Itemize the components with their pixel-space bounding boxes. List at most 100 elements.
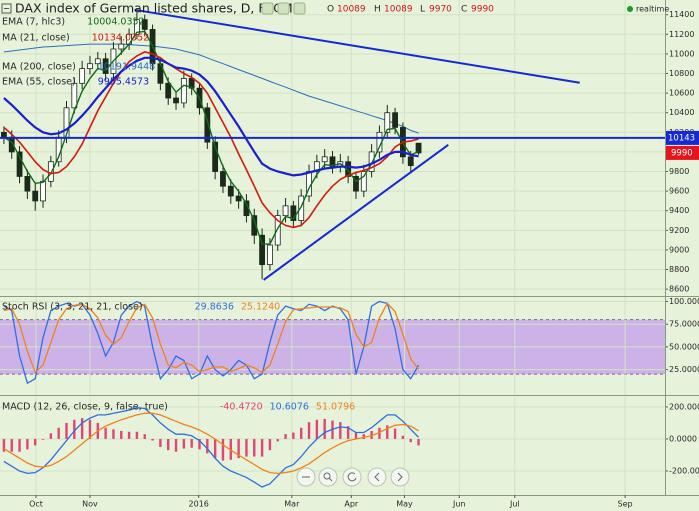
- indicator-line: [3, 56, 419, 177]
- candle-body: [24, 176, 31, 192]
- x-tick-label: May: [396, 500, 413, 509]
- histogram-bar: [213, 438, 217, 459]
- histogram-bar: [112, 429, 115, 439]
- histogram-bar: [307, 422, 311, 439]
- histogram-bar: [167, 438, 170, 451]
- candle-body: [220, 171, 226, 187]
- legend-name: EMA (55, close): [2, 77, 76, 88]
- reset-icon: [347, 472, 357, 482]
- y-tick-label: 11200: [669, 30, 694, 39]
- y-tick-label: 9400: [669, 206, 689, 215]
- candle-body: [353, 176, 359, 192]
- candle-body: [165, 82, 172, 99]
- legend-value: 10191.9448: [98, 62, 155, 73]
- legend-value: 10.6076: [270, 402, 309, 413]
- ohlc-label: O: [327, 5, 334, 15]
- candle-body: [1, 131, 7, 138]
- last-price-bg: [665, 145, 699, 160]
- candle-body: [415, 142, 422, 154]
- candle-body: [259, 234, 265, 266]
- y-tick-label: 100.0000: [669, 297, 699, 306]
- last-price-label: 9990: [671, 148, 693, 158]
- x-tick-label: Jul: [509, 500, 520, 509]
- status-dot: [627, 6, 633, 12]
- histogram-bar: [276, 438, 279, 442]
- histogram-bar: [80, 418, 84, 439]
- y-tick-label: 0.0000: [669, 434, 697, 443]
- histogram-bar: [34, 438, 37, 446]
- histogram-bar: [57, 427, 60, 439]
- zoom-controls: [296, 467, 410, 487]
- candle-body: [173, 97, 179, 104]
- histogram-bar: [174, 438, 178, 452]
- legend-value: 10004.0352: [87, 17, 144, 28]
- histogram-bar: [393, 428, 397, 439]
- legend-value: 9955.4573: [98, 77, 149, 88]
- candle-body: [47, 161, 54, 182]
- candle-body: [204, 107, 211, 143]
- histogram-bar: [10, 438, 13, 452]
- chart-title: DAX index of German listed shares, D, FX…: [15, 1, 293, 16]
- candle-body: [274, 215, 281, 246]
- histogram-bar: [151, 438, 154, 441]
- scroll-right-button[interactable]: [390, 467, 410, 487]
- histogram-bar: [221, 438, 225, 461]
- histogram-bar: [2, 438, 6, 452]
- zoom-in-button[interactable]: [318, 467, 338, 487]
- histogram-bar: [120, 430, 123, 439]
- histogram-bar: [284, 434, 287, 439]
- indicator-title: MACD (12, 26, close, 9, false, true): [2, 402, 168, 413]
- indicator-line: [3, 43, 419, 134]
- histogram-bar: [237, 438, 240, 459]
- x-tick-label: Sep: [618, 500, 633, 509]
- candle-body: [298, 195, 305, 221]
- histogram-bar: [401, 435, 405, 439]
- x-tick-label: Jun: [452, 500, 466, 509]
- candle-body: [321, 156, 328, 163]
- collapse-icon[interactable]: [1, 3, 12, 14]
- histogram-bar: [198, 438, 201, 450]
- candle-body: [79, 68, 86, 84]
- settings-icon[interactable]: [277, 2, 290, 15]
- candle-body: [282, 205, 289, 217]
- histogram-bar: [73, 419, 76, 439]
- candle-body: [94, 58, 101, 65]
- candle-body: [212, 141, 219, 172]
- ohlc-value: 10089: [337, 5, 366, 15]
- candle-body: [267, 244, 273, 266]
- x-tick-label: Mar: [284, 500, 300, 509]
- histogram-bar: [229, 438, 232, 460]
- eye-icon[interactable]: [261, 2, 274, 15]
- indicator-title: Stoch RSI (3, 3, 21, 21, close): [2, 302, 143, 313]
- scroll-left-icon: [374, 472, 380, 482]
- histogram-bar: [26, 438, 29, 450]
- candle-body: [360, 171, 367, 192]
- histogram-bar: [346, 426, 350, 439]
- y-tick-label: 11400: [669, 10, 694, 19]
- histogram-bar: [41, 438, 45, 440]
- hline-label: 10143: [668, 133, 695, 143]
- histogram-bar: [182, 438, 186, 449]
- histogram-bar: [378, 427, 381, 439]
- histogram-bar: [88, 419, 92, 439]
- trend-line: [134, 8, 580, 84]
- y-tick-label: 8600: [669, 285, 689, 294]
- y-tick-label: 10600: [669, 89, 694, 98]
- histogram-bar: [49, 433, 53, 439]
- candle-body: [251, 215, 258, 236]
- candle-body: [16, 151, 23, 177]
- histogram-bar: [315, 419, 319, 439]
- histogram-bar: [135, 431, 139, 439]
- header: DAX index of German listed shares, D, FX…: [1, 1, 669, 16]
- candle-body: [384, 112, 391, 133]
- candle-body: [87, 63, 93, 70]
- reset-button[interactable]: [342, 467, 362, 487]
- more-icon[interactable]: [293, 2, 306, 15]
- y-tick-label: 25.0000: [669, 365, 699, 374]
- ohlc-label: L: [420, 5, 425, 15]
- y-tick-label: 11000: [669, 49, 694, 58]
- scroll-left-button[interactable]: [367, 467, 387, 487]
- histogram-bar: [143, 434, 146, 439]
